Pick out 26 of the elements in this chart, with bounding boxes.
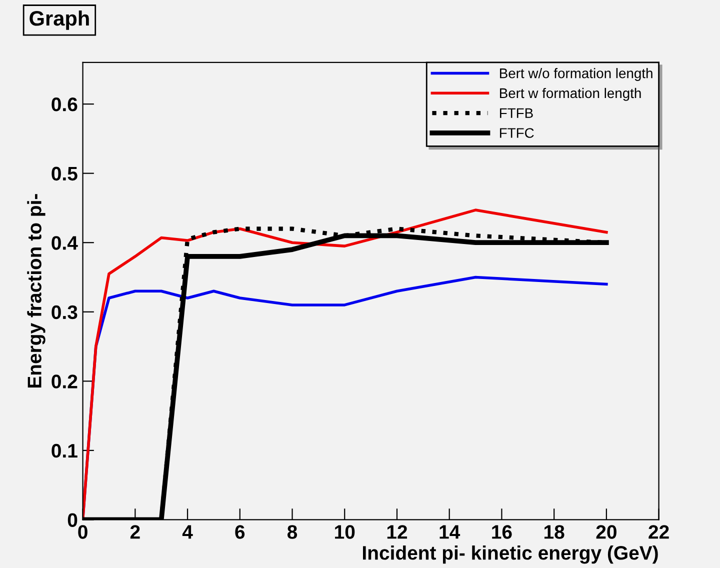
x-tick-label: 12: [387, 525, 408, 539]
y-tick-label: 0.2: [52, 374, 78, 388]
y-tick-label: 0.4: [52, 236, 78, 250]
x-tick-label: 6: [235, 525, 245, 539]
chart-title: Graph: [30, 10, 89, 30]
x-tick-label: 22: [648, 525, 669, 539]
x-tick-label: 2: [130, 525, 140, 539]
x-tick-label: 16: [492, 525, 512, 539]
y-tick-label: 0.3: [52, 305, 78, 320]
x-tick-label: 20: [596, 525, 616, 539]
legend-label: Bert w formation length: [500, 88, 641, 101]
y-tick-label: 0.5: [52, 166, 78, 181]
x-tick-label: 0: [78, 525, 88, 539]
y-tick-label: 0.6: [52, 98, 78, 112]
x-tick-label: 14: [440, 525, 460, 539]
x-axis-title: Incident pi- kinetic energy (GeV): [363, 545, 658, 564]
legend-label: Bert w/o formation length: [500, 68, 652, 81]
legend-label: FTFB: [500, 108, 533, 118]
legend-label: FTFC: [500, 128, 534, 138]
y-tick-label: 0: [68, 513, 78, 527]
y-axis-title: Energy fraction to pi-: [27, 194, 46, 388]
x-tick-label: 18: [544, 525, 564, 539]
x-tick-label: 10: [335, 525, 355, 539]
y-tick-label: 0.1: [52, 444, 78, 458]
x-tick-label: 4: [182, 525, 193, 539]
x-tick-label: 8: [287, 525, 298, 539]
